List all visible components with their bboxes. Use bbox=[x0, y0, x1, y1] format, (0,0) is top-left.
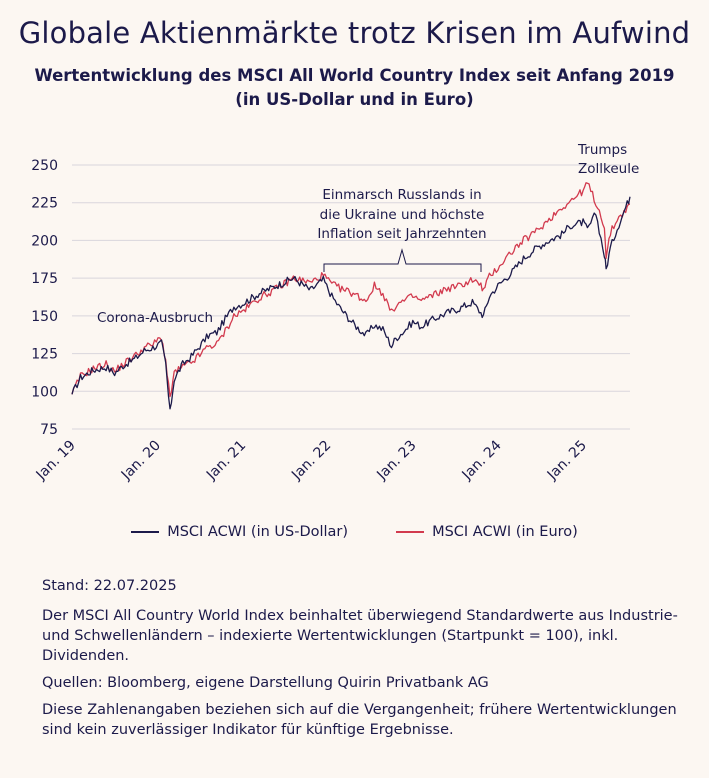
y-tick-label: 125 bbox=[31, 347, 58, 363]
x-tick-label: Jan. 19 bbox=[33, 438, 79, 484]
y-tick-label: 150 bbox=[31, 309, 58, 325]
y-tick-label: 75 bbox=[40, 422, 58, 438]
footnote-stand: Stand: 22.07.2025 bbox=[42, 578, 177, 594]
annotation-trump-line-1: Trumps bbox=[577, 142, 627, 158]
footnote-description: Der MSCI All Country World Index beinhal… bbox=[42, 608, 678, 664]
x-tick-label: Jan. 22 bbox=[288, 438, 334, 484]
y-axis-tick-labels: 75 100 125 150 175 200 225 250 bbox=[31, 158, 58, 438]
annotation-corona-text: Corona-Ausbruch bbox=[97, 310, 213, 326]
x-axis-tick-labels: Jan. 19 Jan. 20 Jan. 21 Jan. 22 Jan. 23 Jan. … bbox=[33, 437, 590, 483]
chart-legend: MSCI ACWI (in US-Dollar) MSCI ACWI (in E… bbox=[0, 524, 709, 540]
subtitle-line-1: Wertentwicklung des MSCI All World Count… bbox=[34, 66, 675, 85]
x-tick-label: Jan. 25 bbox=[544, 438, 590, 484]
subtitle-line-2: (in US-Dollar und in Euro) bbox=[235, 90, 474, 109]
annotation-trump: Trumps Zollkeule bbox=[577, 142, 639, 177]
annotation-ukraine-bracket bbox=[323, 248, 482, 272]
chart-title: Globale Aktienmärkte trotz Krisen im Auf… bbox=[18, 16, 691, 50]
footnote-sources: Quellen: Bloomberg, eigene Darstellung Q… bbox=[42, 675, 489, 691]
legend-swatch-usd bbox=[131, 531, 160, 533]
annotation-ukraine-line-3: Inflation seit Jahrzehnten bbox=[317, 226, 486, 242]
footnotes: Stand: 22.07.2025 Der MSCI All Country W… bbox=[42, 576, 682, 747]
x-tick-label: Jan. 23 bbox=[373, 438, 419, 484]
x-tick-label: Jan. 20 bbox=[118, 438, 164, 484]
x-tick-label: Jan. 24 bbox=[459, 437, 505, 483]
annotation-ukraine-line-2: die Ukraine und höchste bbox=[320, 207, 485, 223]
legend-label-usd: MSCI ACWI (in US-Dollar) bbox=[167, 524, 349, 540]
legend-swatch-eur bbox=[396, 531, 425, 533]
series-lines bbox=[71, 182, 631, 410]
legend-item-eur: MSCI ACWI (in Euro) bbox=[396, 524, 578, 540]
y-tick-label: 100 bbox=[31, 384, 58, 400]
y-tick-label: 250 bbox=[31, 158, 58, 174]
annotation-corona: Corona-Ausbruch bbox=[97, 310, 213, 326]
annotation-ukraine: Einmarsch Russlands in die Ukraine und h… bbox=[317, 187, 487, 272]
legend-item-usd: MSCI ACWI (in US-Dollar) bbox=[131, 524, 348, 540]
x-tick-label: Jan. 21 bbox=[203, 438, 249, 484]
series-line-usd bbox=[71, 196, 631, 410]
legend-label-eur: MSCI ACWI (in Euro) bbox=[432, 524, 578, 540]
annotation-ukraine-line-1: Einmarsch Russlands in bbox=[322, 187, 481, 203]
y-tick-label: 225 bbox=[31, 196, 58, 212]
footnote-disclaimer: Diese Zahlenangaben beziehen sich auf di… bbox=[42, 702, 677, 738]
grid-lines bbox=[72, 164, 630, 430]
annotation-trump-line-2: Zollkeule bbox=[578, 161, 639, 177]
y-tick-label: 175 bbox=[31, 271, 58, 287]
y-tick-label: 200 bbox=[31, 233, 58, 249]
chart-subtitle: Wertentwicklung des MSCI All World Count… bbox=[0, 64, 709, 112]
